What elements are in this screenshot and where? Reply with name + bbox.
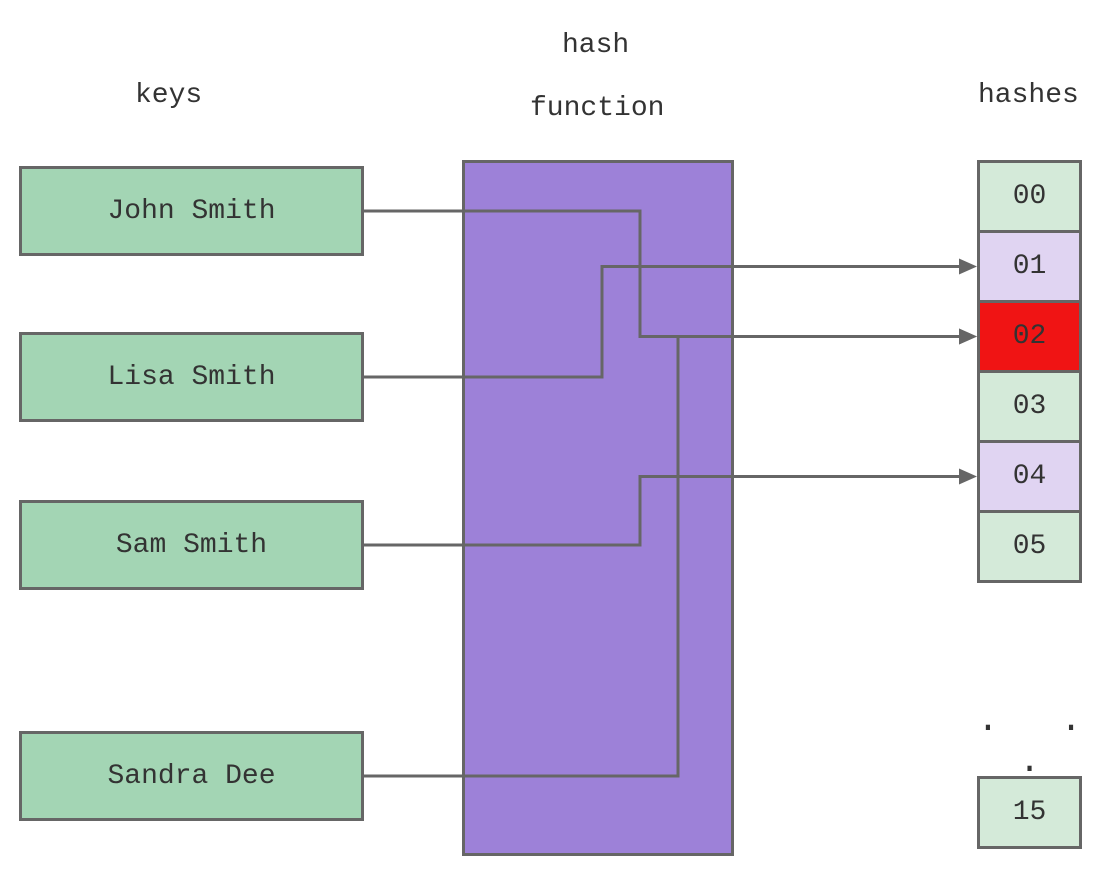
hash-cell: 04: [977, 440, 1082, 513]
key-box: Sam Smith: [19, 500, 364, 590]
hash-cell: 02: [977, 300, 1082, 373]
key-box: John Smith: [19, 166, 364, 256]
key-box: Sandra Dee: [19, 731, 364, 821]
hash-value: 04: [1013, 461, 1047, 492]
ellipsis: . . .: [972, 700, 1105, 782]
hash-value: 01: [1013, 251, 1047, 282]
hash-value: 15: [1013, 797, 1047, 828]
hash-cell: 03: [977, 370, 1082, 443]
hash-cell: 01: [977, 230, 1082, 303]
hash-cell: 00: [977, 160, 1082, 233]
hash-value: 02: [1013, 321, 1047, 352]
hash-value: 05: [1013, 531, 1047, 562]
key-box: Lisa Smith: [19, 332, 364, 422]
key-text: Sandra Dee: [107, 761, 275, 792]
keys-label: keys: [135, 80, 202, 111]
key-text: Lisa Smith: [107, 362, 275, 393]
hash-function-label-line1: hash: [562, 30, 629, 61]
hash-cell: 15: [977, 776, 1082, 849]
hash-value: 00: [1013, 181, 1047, 212]
hash-cell: 05: [977, 510, 1082, 583]
key-text: John Smith: [107, 196, 275, 227]
hashes-label: hashes: [978, 80, 1079, 111]
hash-function-box: [462, 160, 734, 856]
hash-value: 03: [1013, 391, 1047, 422]
key-text: Sam Smith: [116, 530, 267, 561]
hash-function-label-line2: function: [530, 93, 664, 124]
